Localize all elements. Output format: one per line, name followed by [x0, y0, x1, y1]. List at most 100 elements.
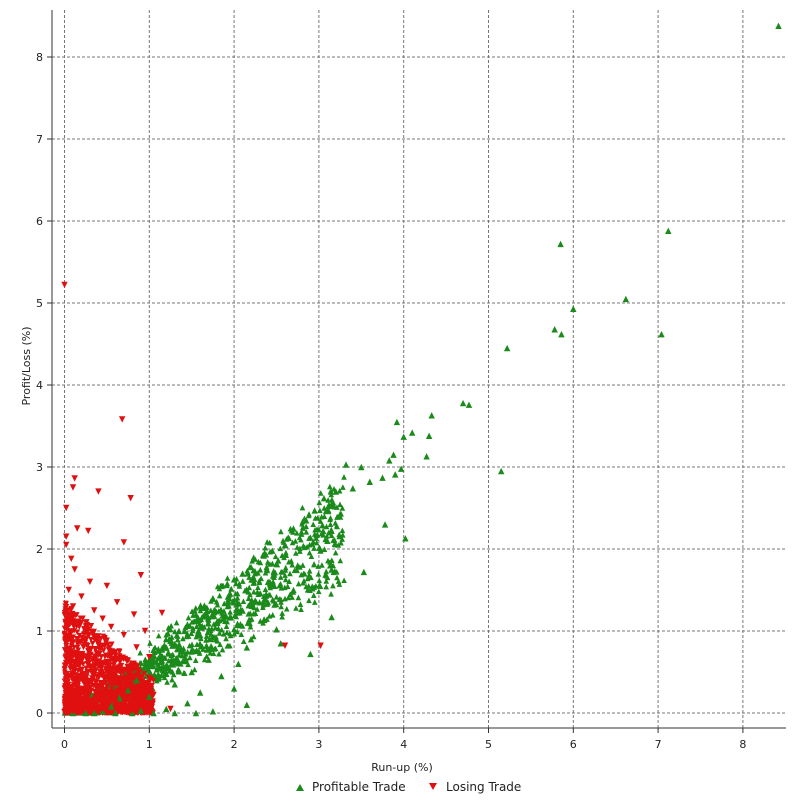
losing-trade-point — [65, 693, 72, 700]
losing-trade-point — [103, 660, 111, 667]
profitable-trade-point — [311, 507, 318, 514]
profitable-trade-point — [379, 474, 386, 481]
losing-trade-point — [69, 708, 77, 715]
profitable-trade-point — [290, 525, 297, 532]
losing-trade-point — [124, 667, 132, 674]
losing-trade-point — [150, 691, 157, 699]
losing-trade-point — [90, 668, 98, 676]
profitable-trade-point — [428, 412, 435, 419]
profitable-trade-point — [82, 709, 89, 717]
axes-layer — [51, 10, 786, 729]
losing-trade-point — [68, 555, 75, 563]
y-tick-label: 5 — [36, 297, 43, 310]
losing-trade-point — [86, 648, 94, 655]
losing-trade-point — [146, 654, 153, 661]
profitable-trade-point — [112, 709, 119, 717]
ticks-layer: 0 1 2 3 4 5 6 7 8 0 1 2 3 4 5 6 7 8 — [36, 51, 746, 751]
profitable-trade-point — [107, 703, 115, 710]
losing-trade-point — [82, 677, 89, 684]
losing-trade-point — [61, 281, 68, 289]
profitable-trade-point — [390, 451, 397, 458]
legend: Profitable Trade Losing Trade — [296, 780, 521, 794]
losing-trade-point — [137, 572, 145, 579]
x-tick-label: 1 — [146, 738, 153, 751]
profitable-trade-point — [269, 547, 276, 554]
x-tick-label: 3 — [315, 738, 322, 751]
x-tick-label: 4 — [400, 738, 407, 751]
profitable-trade-point — [146, 693, 153, 700]
profitable-trade-point — [163, 705, 170, 713]
profitable-trade-point — [658, 330, 665, 338]
losing-trade-point — [137, 675, 145, 682]
losing-trade-point — [78, 656, 85, 663]
profitable-trade-point — [226, 590, 234, 597]
profitable-trade-point — [247, 636, 255, 643]
losing-trade-point — [69, 484, 77, 491]
profitable-trade-point — [158, 645, 166, 653]
losing-trade-point — [127, 494, 134, 502]
profitable-trade-point — [273, 626, 280, 633]
profitable-trade-point — [503, 344, 511, 352]
profitable-trade-point — [124, 686, 132, 694]
profitable-trade-point — [243, 701, 251, 708]
profitable-trade-point — [218, 582, 225, 590]
profitable-trade-point — [116, 695, 123, 702]
x-tick-label: 2 — [231, 738, 238, 751]
profitable-trade-point — [150, 652, 157, 659]
losing-trade-point — [62, 541, 70, 549]
losing-trade-point — [95, 488, 102, 495]
legend-marker-up-icon — [296, 784, 304, 791]
profitable-trade-point — [274, 557, 282, 564]
profitable-trade-point — [622, 295, 630, 303]
losing-trade-point — [74, 525, 81, 532]
profitable-trade-point — [184, 699, 191, 707]
profitable-trade-point — [192, 611, 200, 618]
legend-label-profitable: Profitable Trade — [312, 780, 406, 794]
x-tick-label: 0 — [61, 738, 68, 751]
y-tick-label: 1 — [36, 625, 43, 638]
y-tick-label: 2 — [36, 543, 43, 556]
legend-item-losing: Losing Trade — [429, 780, 521, 794]
losing-trade-point — [85, 527, 92, 535]
x-tick-label: 6 — [570, 738, 577, 751]
losing-trade-point — [112, 699, 119, 707]
losing-trade-point — [71, 566, 78, 573]
profitable-trade-point — [171, 709, 178, 717]
losing-trade-point — [129, 707, 136, 714]
losing-trade-point — [107, 681, 115, 688]
losing-trade-point — [62, 672, 70, 680]
losing-trade-point — [74, 685, 81, 692]
legend-label-losing: Losing Trade — [446, 780, 521, 794]
losing-trade-point — [90, 607, 98, 614]
profitable-trade-point — [551, 326, 558, 333]
y-tick-label: 8 — [36, 51, 43, 64]
losing-trade-point — [120, 686, 128, 694]
point-cloud-layer — [61, 474, 347, 716]
profitable-point-cloud — [61, 474, 347, 716]
profitable-trade-point — [235, 660, 242, 667]
profitable-trade-point — [218, 672, 225, 680]
losing-trade-point — [61, 708, 68, 716]
profitable-trade-point — [324, 537, 331, 544]
profitable-trade-point — [184, 621, 191, 628]
profitable-trade-point — [90, 709, 98, 717]
losing-trade-point — [107, 623, 115, 631]
profitable-trade-point — [386, 457, 393, 464]
profitable-trade-point — [209, 708, 217, 715]
losing-trade-point — [65, 619, 72, 626]
losing-trade-point — [65, 586, 72, 594]
y-tick-label: 0 — [36, 707, 43, 720]
profitable-trade-point — [154, 675, 161, 682]
profitable-trade-point — [171, 681, 178, 688]
points-layer — [61, 22, 782, 717]
profitable-trade-point — [205, 656, 212, 663]
profitable-trade-point — [775, 22, 782, 30]
losing-trade-point — [78, 593, 85, 600]
profitable-trade-point — [260, 552, 267, 559]
losing-trade-point — [82, 629, 89, 636]
losing-trade-point — [62, 504, 70, 512]
losing-trade-point — [317, 642, 324, 649]
y-tick-label: 7 — [36, 133, 43, 146]
